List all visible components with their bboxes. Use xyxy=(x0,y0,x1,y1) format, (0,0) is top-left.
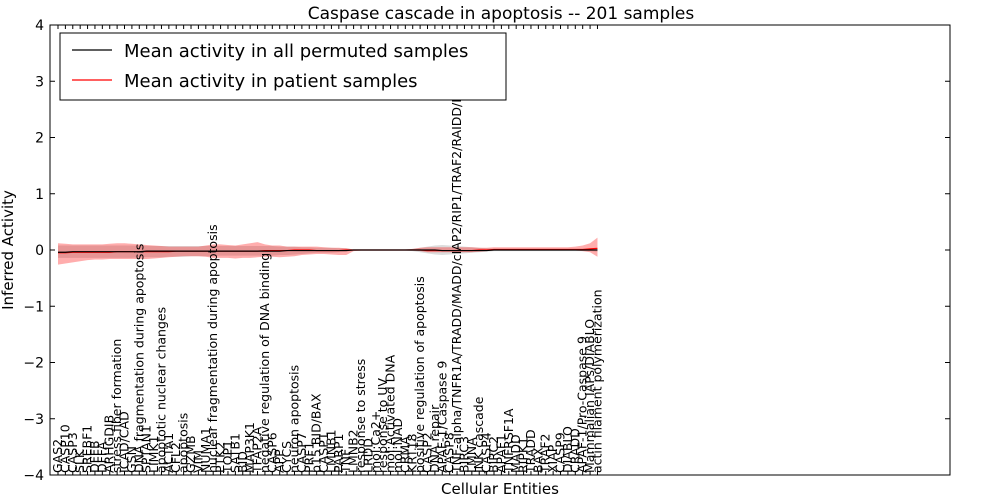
y-axis-ticks: 4 3 2 1 0 −1 −2 −3 −4 xyxy=(23,18,950,484)
x-tick-label: GZMB xyxy=(183,435,198,473)
x-tick-label: ICAD/CAD xyxy=(117,411,132,473)
x-tick-label: XIAP xyxy=(545,444,560,473)
x-tick-label: response to UV xyxy=(375,378,390,473)
x-tick-label: ARHGDIB xyxy=(102,415,117,473)
x-tick-label: CASP6 xyxy=(264,432,279,473)
x-tick-label: p15 BID/BAX xyxy=(309,393,324,473)
x-tick-label: SLK xyxy=(72,449,87,473)
y-tick-label: −1 xyxy=(23,299,44,315)
y-tick-label: 0 xyxy=(35,243,44,259)
x-tick-label: LRDD xyxy=(360,438,375,473)
x-tick-label: CASP4 xyxy=(479,432,494,473)
y-tick-label: 4 xyxy=(35,18,44,34)
y-tick-label: 3 xyxy=(35,74,44,90)
line-permuted xyxy=(58,249,598,253)
x-tick-label: CYCS xyxy=(279,441,294,473)
x-tick-label: actin filament polymerization xyxy=(589,289,604,473)
x-tick-label: LMNB1 xyxy=(323,429,338,473)
y-tick-label: −3 xyxy=(23,412,44,428)
x-axis-label: Cellular Entities xyxy=(441,480,559,498)
legend-label-permuted: Mean activity in all permuted samples xyxy=(124,41,468,62)
x-tick-label: Mammalian IAPs/DIABLO xyxy=(582,319,597,473)
x-tick-label: GAS2 xyxy=(50,439,65,473)
x-tick-label: SPTAN1 xyxy=(139,425,154,473)
legend-label-patient: Mean activity in patient samples xyxy=(124,71,418,92)
x-tick-label: TNF xyxy=(338,449,353,474)
x-tick-label: CASP1 xyxy=(316,432,331,473)
x-tick-label: CASP8 xyxy=(442,432,457,473)
chart-title: Caspase cascade in apoptosis -- 201 samp… xyxy=(308,4,695,24)
x-tick-label: LMNA xyxy=(464,437,479,473)
x-tick-label: CRADD xyxy=(567,428,582,473)
x-tick-label: CASP10 xyxy=(57,424,72,473)
x-tick-label: mol:Ca2+ xyxy=(368,411,383,473)
x-tick-label: TNFRSF1A xyxy=(501,408,516,474)
x-tick-label: APAF1 xyxy=(493,434,508,473)
x-tick-label: positive regulation of apoptosis xyxy=(412,276,427,473)
x-tick-label: CASP3 xyxy=(65,432,80,473)
x-tick-label: apoptotic nuclear changes xyxy=(153,307,168,473)
x-tick-label: BIRC3 xyxy=(456,436,471,473)
x-tick-label: CRMA xyxy=(397,436,412,473)
series-lines xyxy=(58,247,598,254)
x-tick-label: stress fiber formation xyxy=(109,339,124,473)
x-tick-label: SATB1 xyxy=(227,433,242,473)
x-tick-label: JNK cascade xyxy=(471,396,486,474)
x-axis-ticks: GAS2CASP10CASP3SLKSREBF1DFFBDFFAARHGDIBs… xyxy=(50,25,604,475)
x-tick-label: response to stress xyxy=(353,359,368,473)
x-tick-label: APAF-1/Pro-Caspase 9 xyxy=(575,336,590,473)
x-tick-label: mol:NAD xyxy=(390,418,405,473)
x-tick-label: DFFB xyxy=(87,440,102,473)
y-axis-label: Inferred Activity xyxy=(0,190,17,310)
x-tick-label: mol:Activated DNA xyxy=(383,354,398,473)
x-tick-label: apoptosis xyxy=(176,413,191,473)
x-tick-label: BAX xyxy=(530,447,545,473)
x-tick-label: PRF1 xyxy=(301,442,316,473)
x-tick-label: TRAF2 xyxy=(538,433,553,474)
x-tick-label: PARP1 xyxy=(331,434,346,473)
x-tick-label: TRADD xyxy=(523,429,538,474)
band-permuted xyxy=(58,244,598,258)
x-tick-label: LIMK1 xyxy=(146,435,161,473)
x-tick-label: DIABLO xyxy=(560,426,575,473)
x-tick-label: ACTA1 xyxy=(161,433,176,473)
x-tick-label: DNA fragmentation during apoptosis xyxy=(131,244,146,473)
x-tick-label: MADD xyxy=(508,434,523,473)
x-tick-label: CFL2 xyxy=(168,442,183,473)
y-tick-label: −4 xyxy=(23,468,44,484)
x-tick-label: TFAP2A xyxy=(250,426,265,474)
x-tick-label: VIM xyxy=(190,450,205,473)
x-tick-label: CASP7 xyxy=(294,432,309,473)
x-tick-label: nuclear fragmentation during apoptosis xyxy=(205,224,220,473)
x-tick-label: BID xyxy=(235,451,250,473)
x-tick-label: CASP2 xyxy=(420,432,435,473)
plot-frame xyxy=(49,24,951,476)
x-tick-label: LMNB2 xyxy=(346,429,361,473)
x-tick-label: APAF-1/Caspase 9 xyxy=(434,361,449,473)
x-tick-label: KRT18 xyxy=(405,433,420,473)
x-tick-label: BIRC2 xyxy=(486,436,501,473)
x-tick-label: SREBF1 xyxy=(80,425,95,473)
legend-box xyxy=(59,32,507,101)
x-tick-label: RIPK1 xyxy=(516,437,531,473)
x-tick-label: APP xyxy=(272,449,287,473)
x-tick-label: negative regulation of DNA binding xyxy=(257,253,272,473)
x-tick-label: GSN xyxy=(124,446,139,473)
y-tick-label: 1 xyxy=(35,187,44,203)
x-tick-label: NUMA1 xyxy=(198,427,213,473)
legend: Mean activity in all permuted samples Me… xyxy=(59,32,507,101)
x-tick-label: TOP1 xyxy=(220,440,235,474)
x-tick-label: TNF-alpha/TNFR1A/TRADD/MADD/cIAP2/RIP1/T… xyxy=(449,72,464,474)
x-tick-label: MAP3K1 xyxy=(242,422,257,473)
x-tick-label: neuron apoptosis xyxy=(286,365,301,473)
y-tick-label: −2 xyxy=(23,356,44,372)
x-tick-label: PTK2 xyxy=(213,442,228,473)
x-tick-label: DNA repair xyxy=(427,404,442,473)
x-tick-label: CASP9 xyxy=(553,432,568,473)
x-tick-label: DFFA xyxy=(94,441,109,473)
y-tick-label: 2 xyxy=(35,131,44,147)
